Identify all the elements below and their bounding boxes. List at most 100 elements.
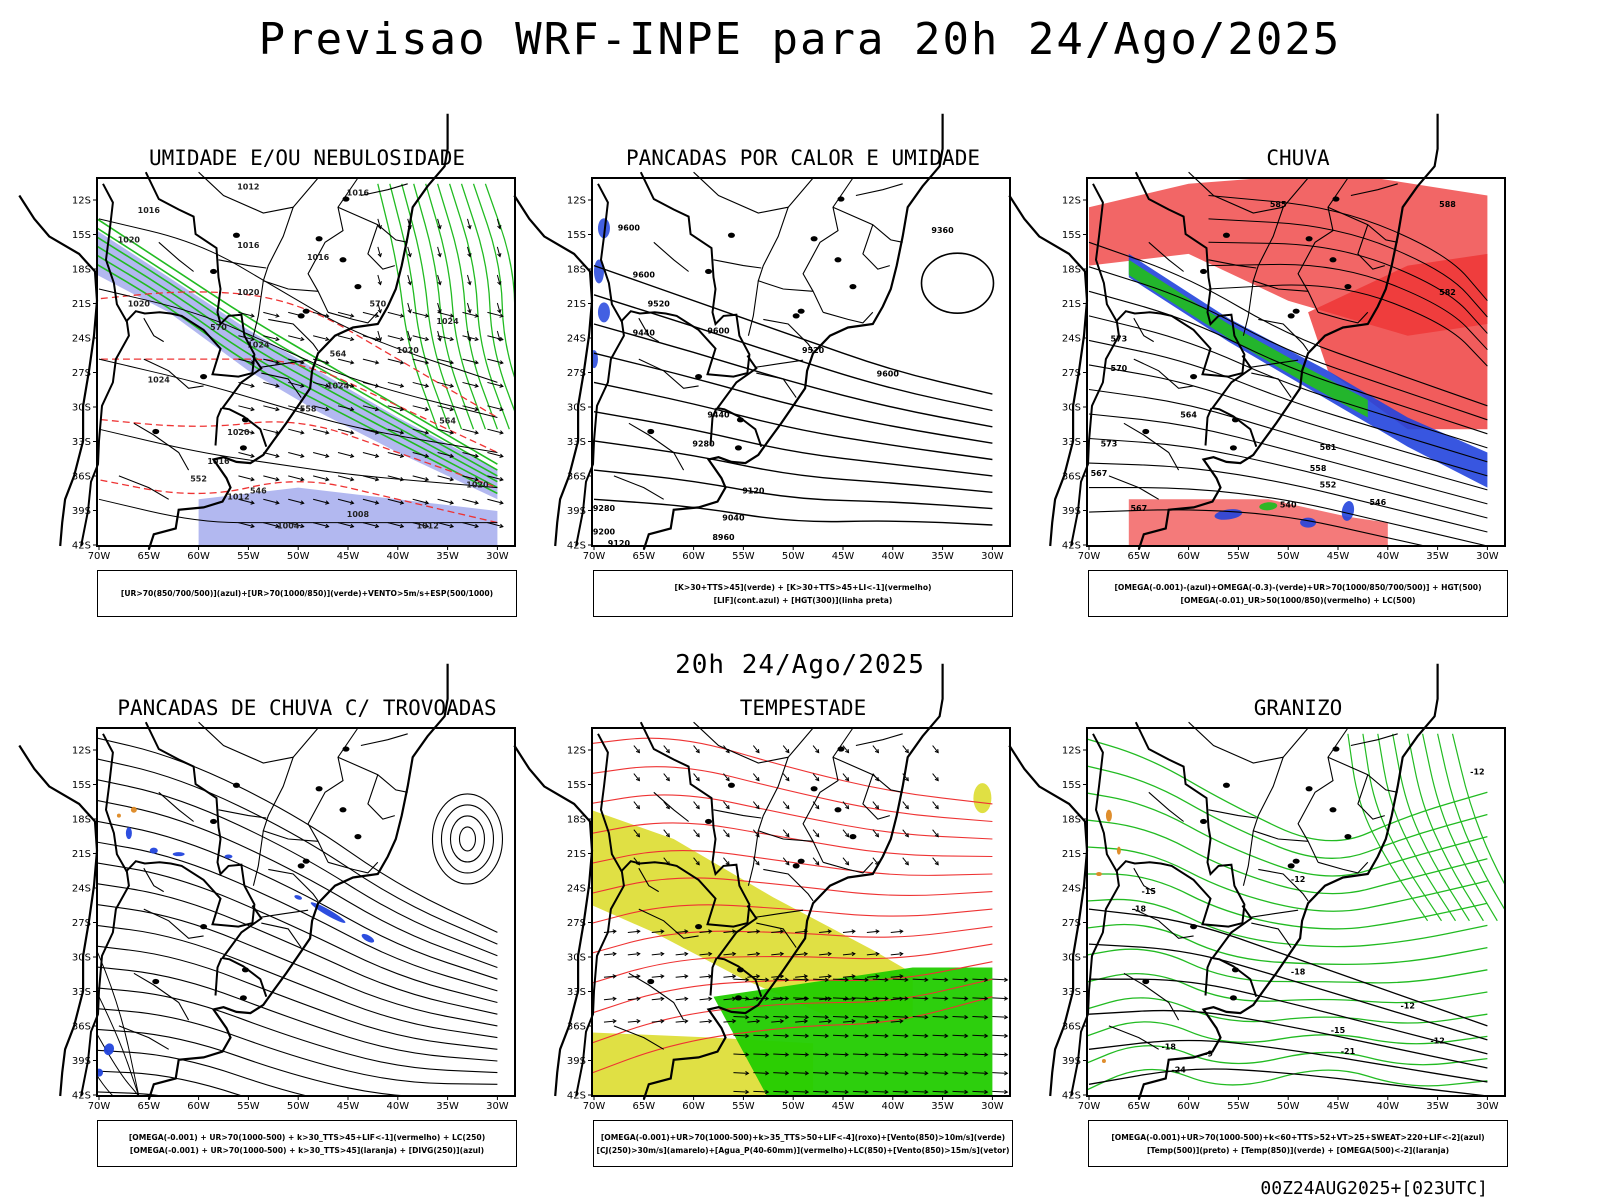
run-timestamp: 00Z24AUG2025+[023UTC] (1260, 1178, 1488, 1199)
wind850-vectors-arrowhead (844, 1052, 849, 1057)
lake-marker (297, 313, 305, 319)
wind850-vectors-north-arrowhead (904, 777, 909, 782)
panel-6-legend: [OMEGA(-0.001)+UR>70(1000-500)+k<60+TTS>… (1088, 1120, 1508, 1167)
hgt300-contours-line (593, 440, 993, 493)
wind-vectors-arrow (387, 311, 404, 317)
lake-marker (210, 268, 218, 275)
wind-vectors-arrow (487, 522, 504, 528)
wind-vectors-arrowhead (399, 383, 405, 388)
pressure-isobars-line (98, 498, 498, 524)
lat-tick-label: 30S (1062, 403, 1081, 414)
state-border (1250, 909, 1299, 918)
panel-1-legend: [UR>70(850/700/500)](azul)+[UR>70(1000/8… (97, 570, 517, 617)
wind850-vectors-north-arrowhead (815, 749, 820, 754)
lat-tick-label: 15S (72, 780, 91, 791)
wind-vectors-ocean-arrow (437, 330, 441, 341)
wind850-vectors-north-arrow (693, 801, 700, 809)
lat-tick-label: 24S (1062, 334, 1081, 345)
wind-vectors-arrow (288, 335, 304, 341)
wind-vectors-arrow (412, 358, 429, 364)
wind850-vectors-arrow (852, 1090, 868, 1093)
contour-label: 564 (330, 350, 347, 359)
wind850-vectors-south-arrowhead (875, 1019, 880, 1024)
temp850-contours-line (1087, 1045, 1488, 1066)
lon-tick-label: 35W (1426, 551, 1449, 562)
main-title: Previsao WRF-INPE para 20h 24/Ago/2025 (258, 14, 1342, 65)
wind850-vectors-south-arrow (675, 975, 688, 978)
wind850-vectors-arrow (952, 1090, 968, 1093)
wind850-vectors-arrowhead (804, 1033, 810, 1039)
rain-map: 582 585 588 573 570 567 564 561 558 552 546 540 573 5… (1008, 113, 1506, 562)
wind850-vectors-north-arrowhead (755, 749, 760, 754)
wind850-vectors-north-arrowhead (695, 749, 700, 754)
state-border (133, 972, 190, 1021)
wind-vectors-ocean-arrowhead (437, 309, 442, 314)
lake-marker (232, 232, 240, 238)
wind-vectors-arrowhead (399, 360, 405, 365)
wind850-vectors-south-arrowhead (708, 1019, 713, 1024)
wind850-vectors-arrow (813, 1034, 829, 1037)
hgt500-contours-line (1088, 266, 1488, 421)
lake-marker (342, 746, 350, 752)
wind-vectors-arrowhead (275, 360, 280, 365)
wind-vectors-arrow (362, 358, 379, 364)
wind-vectors-ocean-arrowhead (377, 225, 382, 230)
legend-line: [LIF](cont.azul) + [HGT(300)](linha pret… (713, 595, 893, 605)
wind850-vectors-south-arrow (747, 998, 760, 1001)
wind-vectors-arrowhead (350, 383, 355, 388)
wind-vectors-arrowhead (374, 383, 380, 388)
wind850-vectors-south-arrow (747, 1020, 760, 1023)
contour-label: 9120 (742, 486, 765, 495)
wind-vectors-arrow (487, 428, 504, 434)
lake-marker (647, 428, 655, 435)
wind-vectors-arrow (263, 428, 279, 434)
temp500-contours-line (1088, 1068, 1488, 1096)
lake-marker (1231, 967, 1239, 973)
wind-vectors-arrow (387, 335, 404, 341)
wind850-vectors-arrowhead (864, 1052, 869, 1057)
wind-vectors-arrowhead (300, 477, 305, 482)
wind850-vectors-south-arrow (819, 1020, 832, 1023)
wind-vectors-arrow (337, 522, 354, 528)
state-border (367, 774, 395, 820)
wind850-vectors-arrowhead (804, 1089, 810, 1095)
state-border (1242, 280, 1254, 336)
wind850-vectors-arrow (793, 1090, 809, 1093)
lat-tick-label: 12S (1062, 746, 1081, 757)
wind850-vectors-north-arrow (812, 773, 820, 781)
anticyclonic-circulation (431, 793, 504, 885)
state-border (755, 909, 804, 918)
wind-vectors-arrow (288, 475, 304, 481)
wind-vectors-arrow (387, 381, 404, 387)
wind850-vectors-south-arrowhead (732, 951, 737, 957)
lat-tick-label: 21S (567, 299, 586, 310)
wind850-vectors-north-arrow (932, 773, 939, 781)
wind850-vectors-south-arrow (795, 998, 808, 1001)
lon-tick-label: 65W (632, 551, 655, 562)
wind-vectors-arrowhead (449, 360, 455, 365)
contour-label: 1012 (237, 183, 259, 192)
wind850-vectors-arrowhead (1004, 977, 1009, 983)
wind850-vectors-arrow (872, 1090, 888, 1093)
lat-tick-label: 39S (72, 1056, 91, 1067)
lat-tick-label: 21S (72, 849, 91, 860)
wind-vectors-arrow (312, 522, 329, 528)
streamlines-250-line (97, 1049, 310, 1096)
wind850-vectors-arrowhead (904, 1071, 909, 1076)
wind850-vectors-arrowhead (964, 1052, 969, 1057)
wind-vectors-arrowhead (350, 453, 355, 458)
wind-vectors-arrowhead (250, 406, 255, 412)
wind850-vectors-north-arrow (663, 829, 670, 837)
wind-vectors-arrow (362, 381, 379, 387)
wind-vectors-arrow (337, 452, 354, 457)
panel-5-legend: [OMEGA(-0.001)+UR>70(1000-500)+k>35_TTS>… (593, 1120, 1013, 1167)
lon-tick-label: 45W (1327, 551, 1350, 562)
wind850-vectors-arrow (813, 1016, 829, 1018)
wind-vectors-arrow (362, 405, 379, 411)
lat-tick-label: 15S (567, 230, 586, 241)
lat-tick-label: 21S (567, 849, 586, 860)
wind850-vectors-arrow (992, 1034, 1008, 1037)
wind850-vectors-south-arrowhead (708, 929, 713, 934)
wind850-vectors-arrowhead (824, 977, 830, 983)
